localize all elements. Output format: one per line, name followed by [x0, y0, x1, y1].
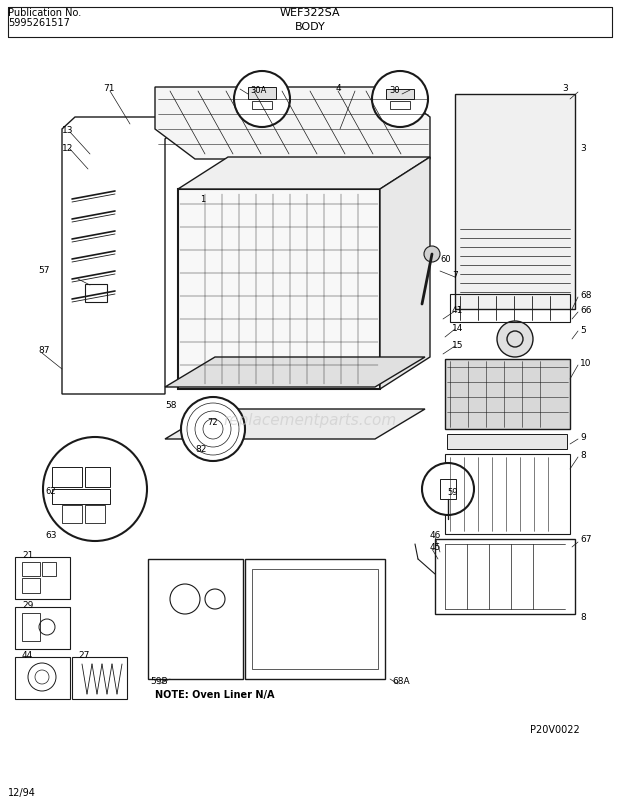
Text: 82: 82: [195, 445, 206, 454]
Text: 3: 3: [562, 84, 568, 92]
Text: 12/94: 12/94: [8, 787, 36, 797]
Text: 9: 9: [580, 433, 586, 442]
Circle shape: [170, 584, 200, 614]
Circle shape: [181, 397, 245, 461]
Circle shape: [234, 72, 290, 128]
Text: P20V0022: P20V0022: [530, 724, 580, 734]
Text: 30: 30: [390, 85, 401, 94]
Text: 30A: 30A: [250, 85, 266, 94]
Circle shape: [497, 322, 533, 358]
Bar: [248, 88, 276, 100]
Text: 8: 8: [580, 450, 586, 459]
Bar: [85, 505, 105, 523]
Text: 7: 7: [452, 270, 458, 279]
Polygon shape: [445, 359, 570, 430]
Bar: [245, 560, 385, 679]
Bar: [52, 489, 110, 504]
Bar: [440, 479, 456, 500]
Bar: [42, 562, 56, 577]
Bar: [252, 569, 378, 669]
Text: 68: 68: [580, 290, 591, 299]
Bar: [52, 467, 82, 487]
Text: 3: 3: [580, 144, 586, 152]
Polygon shape: [165, 358, 425, 388]
Text: 29: 29: [22, 600, 33, 609]
Text: 12: 12: [62, 144, 73, 152]
Bar: [447, 435, 567, 449]
Text: 5995261517: 5995261517: [8, 18, 70, 28]
Bar: [15, 607, 70, 649]
Bar: [450, 294, 570, 323]
Text: 44: 44: [22, 650, 33, 659]
Text: NOTE: Oven Liner N/A: NOTE: Oven Liner N/A: [155, 689, 275, 699]
Text: 21: 21: [22, 550, 33, 559]
Text: 68A: 68A: [392, 676, 410, 685]
Text: 60: 60: [440, 255, 451, 264]
Polygon shape: [165, 410, 425, 440]
Text: WEF322SA: WEF322SA: [280, 8, 340, 18]
Text: 62: 62: [45, 487, 56, 496]
Bar: [252, 102, 272, 109]
Polygon shape: [455, 95, 575, 310]
Bar: [85, 467, 110, 487]
Text: 59: 59: [448, 487, 458, 496]
Text: 87: 87: [38, 345, 50, 354]
Text: 72: 72: [208, 418, 218, 427]
Text: 66: 66: [580, 305, 591, 314]
Text: 41: 41: [452, 305, 463, 314]
Text: replacementparts.com: replacementparts.com: [223, 412, 397, 427]
Bar: [148, 560, 243, 679]
Polygon shape: [178, 158, 430, 190]
Bar: [445, 454, 570, 534]
Bar: [85, 285, 107, 303]
Text: 8: 8: [580, 613, 586, 622]
Text: 71: 71: [103, 84, 115, 92]
Circle shape: [43, 437, 147, 541]
Circle shape: [422, 463, 474, 515]
Text: 10: 10: [580, 358, 591, 367]
Bar: [22, 578, 40, 594]
Bar: [15, 657, 70, 699]
Text: 45: 45: [430, 543, 441, 551]
Text: 57: 57: [38, 265, 50, 274]
Bar: [22, 613, 40, 642]
Text: 4: 4: [336, 84, 342, 92]
Text: 5: 5: [580, 325, 586, 334]
Text: 58: 58: [165, 400, 177, 409]
Text: 59B: 59B: [150, 676, 167, 685]
Text: 63: 63: [45, 530, 56, 539]
Text: 1: 1: [200, 195, 205, 204]
Bar: [72, 657, 127, 699]
Bar: [386, 90, 414, 100]
Circle shape: [372, 72, 428, 128]
Bar: [15, 557, 70, 599]
Text: 67: 67: [580, 534, 591, 544]
Bar: [390, 102, 410, 109]
Bar: [62, 505, 82, 523]
Text: BODY: BODY: [294, 22, 326, 32]
Text: Publication No.: Publication No.: [8, 8, 81, 18]
Polygon shape: [178, 190, 380, 389]
Text: 15: 15: [452, 340, 464, 349]
Polygon shape: [380, 158, 430, 389]
Text: 13: 13: [62, 126, 74, 135]
Bar: [22, 562, 40, 577]
Text: 14: 14: [452, 323, 463, 332]
Polygon shape: [155, 88, 430, 160]
Circle shape: [424, 247, 440, 263]
Text: 27: 27: [78, 650, 89, 659]
Text: 46: 46: [430, 530, 441, 539]
Circle shape: [205, 590, 225, 609]
